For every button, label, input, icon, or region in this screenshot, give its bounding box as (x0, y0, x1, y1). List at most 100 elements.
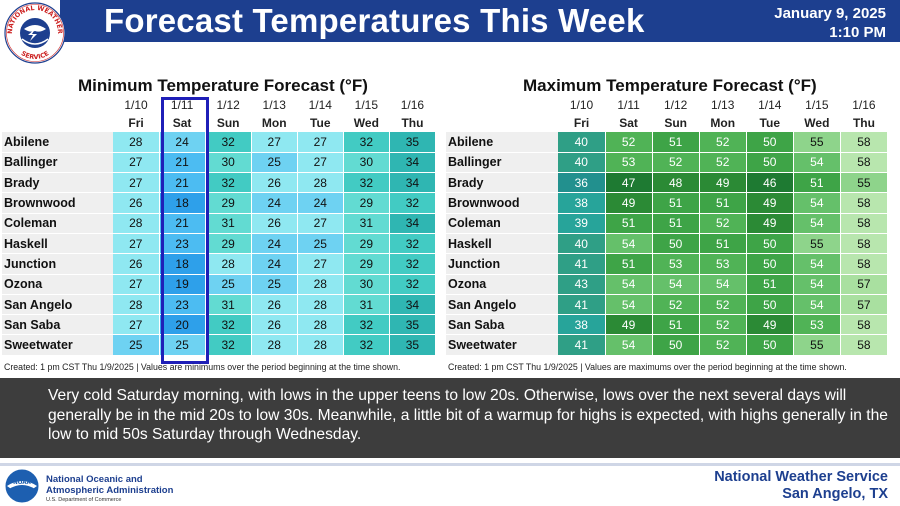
day-header: Sun (652, 113, 700, 132)
date-header: 1/13 (699, 96, 747, 113)
date-header: 1/12 (652, 96, 700, 113)
noaa-dept: U.S. Department of Commerce (46, 497, 122, 503)
header-spacer (446, 113, 558, 132)
location-name: Brownwood (2, 192, 113, 214)
office-name: National Weather Service San Angelo, TX (714, 469, 888, 503)
location-name: Ozona (446, 274, 558, 295)
temperature-cell: 55 (793, 132, 841, 153)
header: NATIONAL WEATHER SERVICE Forecast Temper… (0, 0, 900, 64)
temperature-cell: 53 (793, 314, 841, 336)
temperature-cell: 32 (205, 334, 252, 356)
temperature-cell: 29 (343, 192, 390, 214)
temperature-cell: 48 (652, 172, 700, 194)
temperature-cell: 43 (558, 274, 606, 295)
location-name: Haskell (2, 233, 113, 255)
location-name: Sweetwater (2, 334, 113, 356)
location-name: Brady (2, 172, 113, 194)
temperature-cell: 51 (699, 233, 747, 255)
temperature-cell: 52 (699, 294, 747, 316)
temperature-cell: 52 (605, 132, 653, 153)
temperature-cell: 34 (389, 213, 437, 234)
date-header: 1/10 (558, 96, 606, 113)
header-spacer (446, 96, 558, 113)
temperature-cell: 55 (793, 233, 841, 255)
temperature-cell: 27 (297, 132, 344, 153)
location-name: San Angelo (446, 294, 558, 316)
location-name: Junction (2, 253, 113, 275)
temperature-cell: 26 (251, 314, 298, 336)
noaa-logo-icon: NOAA (4, 468, 40, 504)
max-table-title: Maximum Temperature Forecast (°F) (523, 76, 817, 95)
temperature-cell: 28 (297, 172, 344, 194)
location-name: Brownwood (446, 192, 558, 214)
temperature-cell: 32 (343, 172, 390, 194)
temperature-cell: 31 (343, 294, 390, 316)
table-row: Haskell 40 54 50 51 50 55 58 (446, 233, 889, 255)
temperature-cell: 30 (205, 152, 252, 174)
date-header: 1/13 (251, 96, 298, 113)
location-name: Haskell (446, 233, 558, 255)
max-table-footnote: Created: 1 pm CST Thu 1/9/2025 | Values … (448, 362, 847, 372)
temperature-cell: 35 (389, 334, 437, 356)
temperature-cell: 28 (297, 274, 344, 295)
temperature-cell: 26 (113, 253, 160, 275)
temperature-cell: 34 (389, 172, 437, 194)
day-header: Mon (251, 113, 298, 132)
temperature-cell: 54 (652, 274, 700, 295)
temperature-cell: 41 (558, 334, 606, 356)
temperature-cell: 39 (558, 213, 606, 234)
temperature-cell: 50 (746, 132, 794, 153)
temperature-cell: 58 (840, 314, 889, 336)
temperature-cell: 19 (159, 274, 206, 295)
location-name: Ballinger (446, 152, 558, 174)
header-spacer (2, 113, 113, 132)
temperature-cell: 32 (343, 334, 390, 356)
temperature-cell: 57 (840, 294, 889, 316)
temperature-cell: 26 (251, 172, 298, 194)
location-name: San Saba (2, 314, 113, 336)
temperature-cell: 41 (558, 294, 606, 316)
temperature-cell: 58 (840, 233, 889, 255)
table-row: San Angelo 41 54 52 52 50 54 57 (446, 294, 889, 316)
temperature-cell: 30 (343, 274, 390, 295)
temperature-cell: 52 (699, 152, 747, 174)
table-row: Junction 26 18 28 24 27 29 32 (2, 253, 437, 275)
temperature-cell: 28 (205, 253, 252, 275)
day-header: Sat (605, 113, 653, 132)
day-header: Wed (343, 113, 390, 132)
temperature-cell: 49 (746, 314, 794, 336)
temperature-cell: 18 (159, 253, 206, 275)
temperature-cell: 54 (699, 274, 747, 295)
header-date: January 9, 2025 (774, 5, 886, 22)
temperature-cell: 51 (652, 213, 700, 234)
location-name: Junction (446, 253, 558, 275)
location-name: Sweetwater (446, 334, 558, 356)
temperature-cell: 32 (389, 274, 437, 295)
temperature-cell: 54 (793, 213, 841, 234)
table-row: Sweetwater 25 25 32 28 28 32 35 (2, 334, 437, 356)
temperature-cell: 24 (297, 192, 344, 214)
temperature-cell: 28 (113, 132, 160, 153)
temperature-cell: 32 (205, 314, 252, 336)
date-row: 1/10 1/11 1/12 1/13 1/14 1/15 1/16 (2, 96, 436, 113)
table-row: Junction 41 51 53 53 50 54 58 (446, 253, 889, 275)
location-name: San Angelo (2, 294, 113, 316)
date-header: 1/15 (343, 96, 390, 113)
temperature-cell: 50 (746, 334, 794, 356)
summary-text: Very cold Saturday morning, with lows in… (48, 387, 888, 444)
date-header: 1/14 (746, 96, 794, 113)
temperature-cell: 21 (159, 172, 206, 194)
temperature-cell: 27 (113, 233, 160, 255)
header-datetime: January 9, 2025 1:10 PM (774, 4, 886, 42)
office-name-line-1: National Weather Service (714, 469, 888, 485)
temperature-cell: 23 (159, 294, 206, 316)
temperature-cell: 50 (652, 233, 700, 255)
temperature-cell: 23 (159, 233, 206, 255)
temperature-cell: 24 (251, 253, 298, 275)
temperature-cell: 55 (793, 334, 841, 356)
temperature-cell: 58 (840, 192, 889, 214)
noaa-name-line-2: Atmospheric Administration (46, 485, 174, 496)
temperature-cell: 27 (297, 253, 344, 275)
table-row: Abilene 28 24 32 27 27 32 35 (2, 132, 437, 153)
day-header: Wed (793, 113, 841, 132)
